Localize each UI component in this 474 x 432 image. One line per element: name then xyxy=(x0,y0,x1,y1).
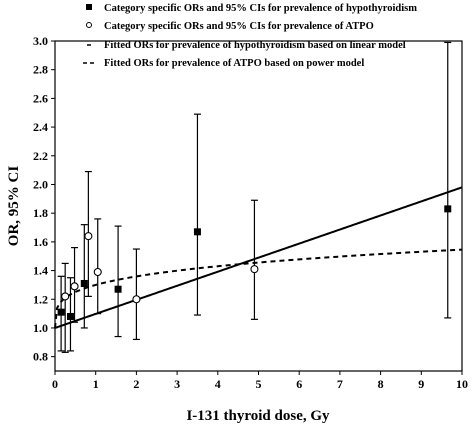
atpo-point xyxy=(70,282,79,291)
y-tick-label: 1.2 xyxy=(33,292,48,306)
legend: Category specific ORs and 95% CIs for pr… xyxy=(83,3,417,69)
fitted-lines xyxy=(54,186,463,329)
y-tick-label: 0.8 xyxy=(33,350,48,364)
legend-label-power-fit: Fitted ORs for prevalence of ATPO based … xyxy=(104,58,364,69)
x-tick-label: 5 xyxy=(256,377,262,391)
y-tick-label: 1.8 xyxy=(33,206,48,220)
legend-label-linear-fit: Fitted ORs for prevalence of hypothyroid… xyxy=(104,40,406,51)
power-fit-line xyxy=(54,248,463,329)
data-points xyxy=(57,205,452,320)
x-tick-label: 6 xyxy=(296,377,302,391)
y-tick-label: 1.4 xyxy=(33,264,48,278)
hypothyroidism-point xyxy=(66,312,74,320)
atpo-point xyxy=(93,267,102,277)
y-tick-label: 2.4 xyxy=(33,120,48,134)
y-axis-label: OR, 95% CI xyxy=(6,166,22,247)
hypothyroidism-point xyxy=(80,279,88,287)
x-tick-label: 8 xyxy=(378,377,384,391)
x-tick-label: 2 xyxy=(133,377,139,391)
x-tick-label: 4 xyxy=(215,377,221,391)
x-tick-label: 7 xyxy=(337,377,343,391)
atpo-point xyxy=(84,232,93,241)
legend-label-hypothyroidism: Category specific ORs and 95% CIs for pr… xyxy=(104,3,417,14)
y-tick-label: 1.0 xyxy=(33,321,48,335)
hypothyroidism-point xyxy=(57,308,65,316)
x-tick-label: 0 xyxy=(52,377,58,391)
atpo-point xyxy=(61,292,70,301)
y-tick-label: 3.0 xyxy=(33,34,48,48)
y-tick-label: 1.6 xyxy=(33,235,48,249)
y-tick-label: 2.0 xyxy=(33,177,48,191)
atpo-point xyxy=(250,265,259,274)
error-bars xyxy=(57,41,452,353)
linear-fit-line xyxy=(54,186,463,329)
hypothyroidism-point xyxy=(114,285,122,293)
atpo-point xyxy=(132,295,141,304)
x-tick-label: 1 xyxy=(93,377,99,391)
hypothyroidism-point xyxy=(444,205,452,213)
legend-marker-atpo xyxy=(86,22,92,28)
y-tick-label: 2.2 xyxy=(33,149,48,163)
legend-label-atpo: Category specific ORs and 95% CIs for pr… xyxy=(104,21,374,32)
legend-marker-hypothyroidism xyxy=(86,4,92,10)
y-tick-label: 2.6 xyxy=(33,91,48,105)
x-tick-label: 10 xyxy=(456,377,468,391)
axis-ticks: 0 1 2 3 4 5 6 7 8 9 10 0.8 1.0 1.2 1.4 1.6 1.8 2.0 2.2 2.4 2… xyxy=(33,34,468,391)
x-axis-label: I-131 thyroid dose, Gy xyxy=(186,408,330,424)
hypothyroidism-point xyxy=(193,228,201,236)
x-tick-label: 3 xyxy=(174,377,180,391)
x-tick-label: 9 xyxy=(418,377,424,391)
y-tick-label: 2.8 xyxy=(33,63,48,77)
